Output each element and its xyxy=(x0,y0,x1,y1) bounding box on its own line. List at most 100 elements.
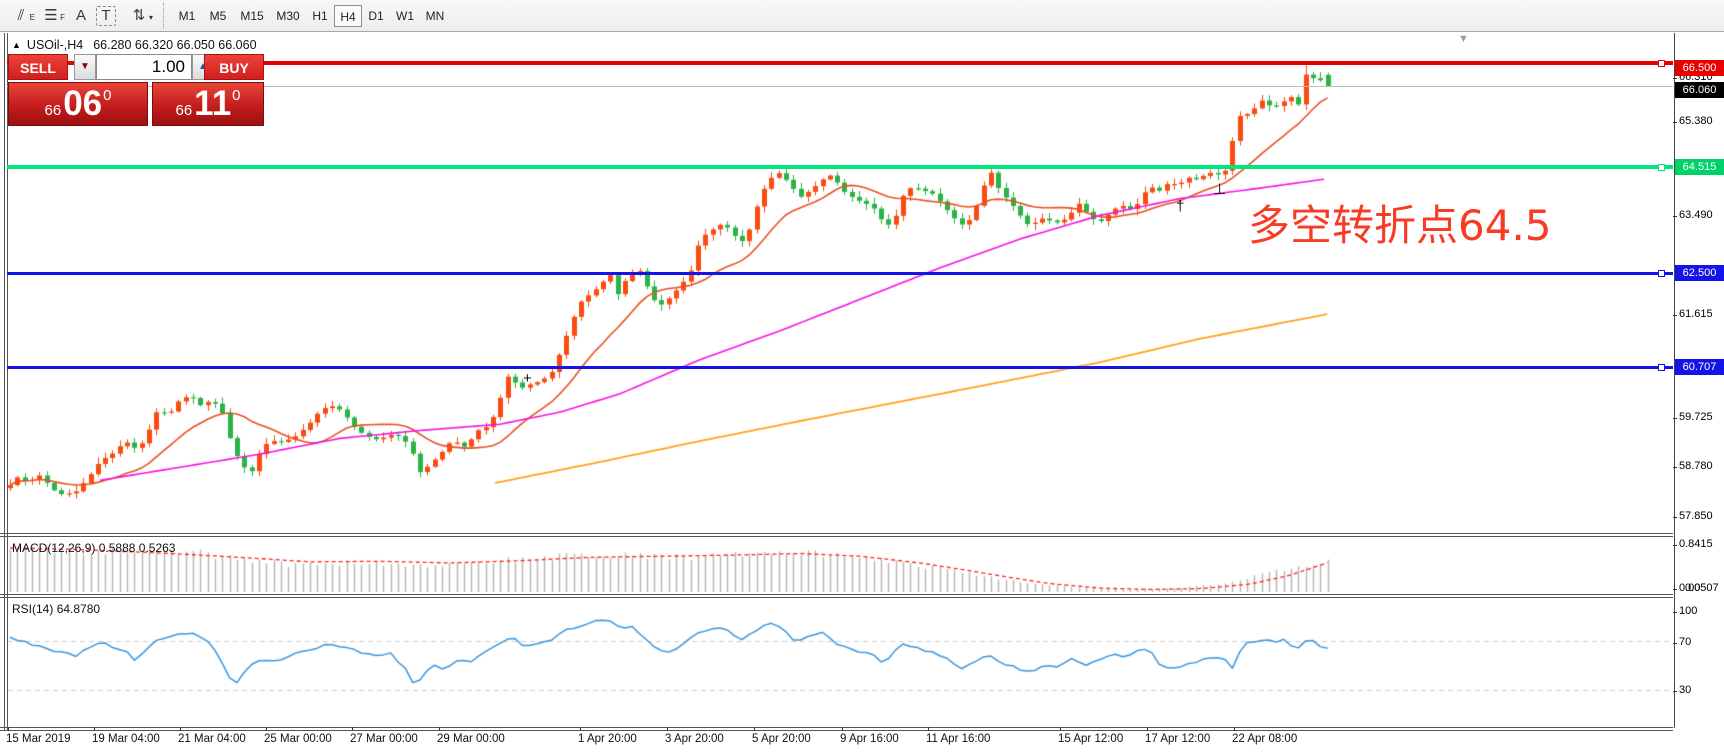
spin-up-icon: ▲ xyxy=(198,61,208,72)
one-click-trade-panel: SELL ▼ 1.00 ▲ BUY 66 06 0 66 11 0 xyxy=(8,54,264,126)
axis-tick xyxy=(1673,467,1677,468)
date-tick xyxy=(180,727,181,731)
date-tick xyxy=(8,727,9,731)
date-tick xyxy=(754,727,755,731)
price-tick-label: 57.850 xyxy=(1679,510,1713,522)
bid-big: 06 xyxy=(63,84,103,123)
date-tick-label: 17 Apr 12:00 xyxy=(1145,733,1211,745)
date-tick xyxy=(580,727,581,731)
arrows-icon[interactable]: ⇅ ▾ xyxy=(132,7,153,24)
date-tick-label: 15 Mar 2019 xyxy=(6,733,71,745)
support-1-handle[interactable] xyxy=(1658,269,1665,277)
chart-bottom-border xyxy=(0,730,1673,731)
chart-title: ▲ USOil-,H4 66.280 66.320 66.050 66.060 xyxy=(12,38,257,52)
rsi-tick-label: 30 xyxy=(1679,684,1692,696)
price-badge: 66.500 xyxy=(1675,60,1724,76)
date-tick-label: 5 Apr 20:00 xyxy=(752,733,811,745)
timeframe-button-m15[interactable]: M15 xyxy=(240,9,264,23)
date-tick xyxy=(439,727,440,731)
macd-tick-label: 0.00 xyxy=(1679,582,1701,594)
ohlc-values: 66.280 66.320 66.050 66.060 xyxy=(93,38,257,52)
spin-down-icon: ▼ xyxy=(80,61,90,72)
macd-label: MACD(12,26,9) 0.5888 0.5263 xyxy=(12,541,176,555)
axis-tick xyxy=(1673,418,1677,419)
date-tick xyxy=(94,727,95,731)
bid-sup: 0 xyxy=(103,87,112,104)
date-tick-label: 3 Apr 20:00 xyxy=(665,733,724,745)
date-tick-label: 19 Mar 04:00 xyxy=(92,733,160,745)
date-tick xyxy=(842,727,843,731)
pivot-handle[interactable] xyxy=(1658,163,1665,171)
trade-marker-icon: + xyxy=(523,370,532,387)
date-axis[interactable]: 15 Mar 2019 19 Mar 04:00 21 Mar 04:00 25 Ma… xyxy=(0,727,1673,751)
timeframe-button-mn[interactable]: MN xyxy=(425,9,445,23)
sell-price-display[interactable]: 66 06 0 xyxy=(8,82,148,126)
buy-button[interactable]: BUY xyxy=(204,54,264,80)
price-tick-label: 63.490 xyxy=(1679,209,1713,221)
chart-left-border xyxy=(4,33,5,731)
axis-tick xyxy=(1673,122,1677,123)
timeframe-button-m5[interactable]: M5 xyxy=(209,9,227,23)
date-tick-label: 1 Apr 20:00 xyxy=(578,733,637,745)
timeframe-button-h1[interactable]: H1 xyxy=(312,9,328,23)
macd-value-1: 0.5888 xyxy=(98,541,136,555)
timeframe-button-m30[interactable]: M30 xyxy=(276,9,300,23)
rsi-tick-label: 70 xyxy=(1679,636,1692,648)
date-tick xyxy=(1147,727,1148,731)
fibonacci-lines-icon[interactable]: ☰ F xyxy=(44,7,65,24)
price-tick-label: 59.725 xyxy=(1679,411,1713,423)
axis-tick xyxy=(1673,78,1677,79)
date-tick-label: 29 Mar 00:00 xyxy=(437,733,505,745)
pane-separator[interactable] xyxy=(0,597,1673,598)
rsi-value: 64.8780 xyxy=(56,602,101,616)
price-axis[interactable] xyxy=(1674,33,1724,728)
price-pane-canvas[interactable] xyxy=(0,33,1724,533)
rsi-tick-label: 100 xyxy=(1679,605,1698,617)
date-tick xyxy=(1234,727,1235,731)
sell-button[interactable]: SELL xyxy=(8,54,68,80)
resistance-handle[interactable] xyxy=(1658,59,1665,67)
equidistant-channel-icon[interactable]: ⫽ E xyxy=(17,7,35,24)
axis-tick xyxy=(1673,589,1677,590)
timeframe-button-h4[interactable]: H4 xyxy=(334,5,362,27)
bid-price-line[interactable] xyxy=(7,85,1673,87)
date-tick xyxy=(1060,727,1061,731)
date-tick xyxy=(928,727,929,731)
date-tick xyxy=(352,727,353,731)
support-2-line[interactable] xyxy=(7,365,1673,369)
buy-price-display[interactable]: 66 11 0 xyxy=(152,82,264,126)
axis-tick xyxy=(1673,216,1677,217)
pane-separator[interactable] xyxy=(0,536,1673,537)
support-2-handle[interactable] xyxy=(1658,363,1665,371)
volume-input[interactable]: 1.00 xyxy=(96,54,192,80)
pivot-line[interactable] xyxy=(7,165,1673,170)
rsi-pane-canvas[interactable] xyxy=(0,599,1724,727)
text-label-icon[interactable]: T xyxy=(96,6,116,26)
volume-decrease-button[interactable]: ▼ xyxy=(74,54,96,80)
macd-pane-canvas[interactable] xyxy=(0,537,1724,594)
toolbar-separator xyxy=(163,3,164,29)
date-tick-label: 25 Mar 00:00 xyxy=(264,733,332,745)
pane-separator[interactable] xyxy=(0,533,1673,534)
date-tick-label: 15 Apr 12:00 xyxy=(1058,733,1124,745)
timeframe-button-w1[interactable]: W1 xyxy=(396,9,414,23)
timeframe-button-m1[interactable]: M1 xyxy=(178,9,196,23)
date-tick-label: 9 Apr 16:00 xyxy=(840,733,899,745)
price-badge: 62.500 xyxy=(1675,265,1724,281)
price-badge: 64.515 xyxy=(1675,159,1724,175)
ask-big: 11 xyxy=(194,84,232,123)
toolbar: ⫽ E ☰ F A T ⇅ ▾ M1 M5 M15 M30 H1 H4 D1 W1 MN xyxy=(0,0,1724,32)
support-1-line[interactable] xyxy=(7,271,1673,275)
resistance-line[interactable] xyxy=(7,61,1673,66)
date-tick xyxy=(667,727,668,731)
text-icon[interactable]: A xyxy=(75,7,86,24)
chart-annotation-text: 多空转折点64.5 xyxy=(1248,201,1552,250)
pane-separator[interactable] xyxy=(0,594,1673,595)
price-tick-label: 65.380 xyxy=(1679,115,1713,127)
chart-shift-icon[interactable]: ▼ xyxy=(1458,33,1469,45)
timeframe-button-d1[interactable]: D1 xyxy=(368,9,384,23)
date-tick-label: 11 Apr 16:00 xyxy=(926,733,991,745)
axis-tick xyxy=(1673,643,1677,644)
price-tick-label: 58.780 xyxy=(1679,460,1713,472)
date-tick-label: 27 Mar 00:00 xyxy=(350,733,418,745)
